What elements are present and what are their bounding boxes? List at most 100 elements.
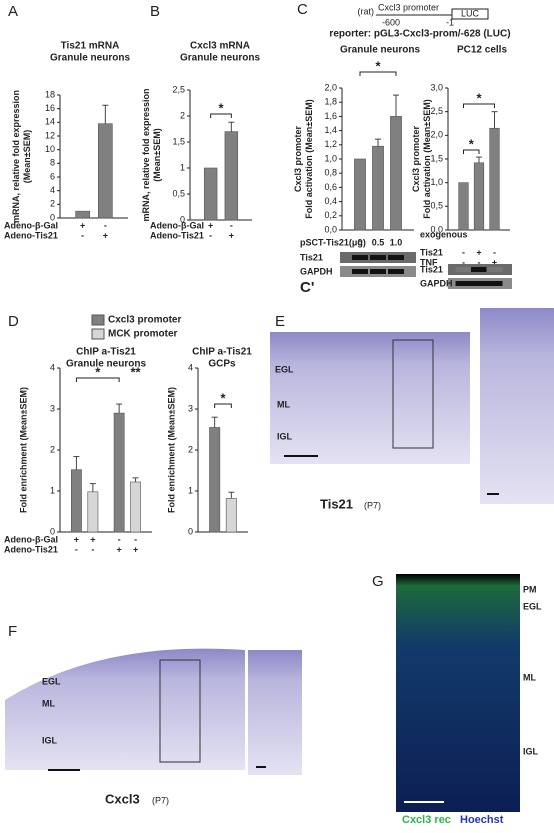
y-tick-label: 0,0: [324, 224, 337, 234]
bar: [473, 162, 485, 231]
legend-swatch: [91, 314, 105, 326]
caption: Cxcl3 rec: [402, 814, 451, 826]
y-tick-label: 1,5: [430, 153, 443, 163]
reporter-start: -600: [382, 17, 400, 27]
y-tick-label: 1,8: [324, 97, 337, 107]
chart-title: Granule neurons: [50, 53, 130, 64]
condition-sign: +: [117, 544, 122, 554]
blot-label: GAPDH: [420, 278, 453, 288]
y-tick-label: 2: [50, 444, 55, 454]
condition-sign: -: [230, 220, 233, 230]
blot-band: [455, 281, 472, 286]
layer-label: PM: [523, 584, 537, 594]
y-axis-label: mRNA, relative fold expression: [141, 88, 151, 221]
y-tick-label: 1: [188, 485, 193, 495]
y-tick-label: 18: [45, 89, 55, 99]
blot-band: [486, 267, 503, 272]
bar: [354, 158, 366, 231]
condition-label: Adeno-β-Gal: [4, 534, 58, 544]
blot-band: [370, 255, 386, 260]
y-axis-label: Fold enrichment (Mean±SEM): [166, 387, 176, 513]
bar: [75, 210, 90, 219]
y-tick-label: 0: [180, 214, 185, 224]
y-tick-label: 3,0: [430, 82, 443, 92]
layer-label: ML: [277, 399, 290, 409]
significance-bracket: [210, 113, 232, 118]
bar: [209, 427, 221, 533]
legend-swatch: [91, 328, 105, 340]
y-tick-label: 1: [50, 485, 55, 495]
condition-label: Tis21: [420, 247, 443, 257]
significance-star: *: [375, 58, 381, 73]
layer-label: EGL: [275, 364, 294, 374]
condition-sign: -: [118, 534, 121, 544]
panel-letter: C: [297, 1, 308, 18]
caption: Hoechst: [460, 814, 504, 826]
panel-letter: A: [8, 3, 18, 20]
significance-bracket: [214, 403, 232, 408]
y-tick-label: 0,5: [430, 201, 443, 211]
condition-label: Adeno-Tis21: [4, 230, 58, 240]
y-tick-label: 2,5: [430, 106, 443, 116]
micrograph-inset: [480, 308, 554, 504]
condition-sign: -: [91, 544, 94, 554]
y-axis-label: (Mean±SEM): [22, 130, 32, 183]
caption-stage: (P7): [152, 795, 169, 805]
y-tick-label: 1,4: [324, 125, 337, 135]
condition-label: Adeno-β-Gal: [150, 220, 204, 230]
y-tick-label: 6: [50, 171, 55, 181]
y-tick-label: 0,0: [430, 224, 443, 234]
y-tick-label: 8: [50, 158, 55, 168]
y-tick-label: 16: [45, 103, 55, 113]
significance-bracket: [75, 377, 120, 382]
inset-box: [159, 659, 201, 763]
condition-sign: +: [208, 220, 213, 230]
reporter-promoter: Cxcl3 promoter: [378, 2, 439, 12]
legend-label: Cxcl3 promoter: [108, 315, 181, 326]
y-tick-label: 1,6: [324, 111, 337, 121]
y-tick-label: 2: [188, 444, 193, 454]
layer-label: ML: [42, 698, 55, 708]
bar: [203, 167, 218, 221]
y-tick-label: 1,0: [430, 177, 443, 187]
chart-title: Granule neurons: [180, 53, 260, 64]
bar: [224, 131, 239, 221]
y-tick-label: 3: [50, 403, 55, 413]
blot-band: [471, 267, 487, 272]
condition-sign: -: [478, 257, 481, 267]
panel-letter: C': [300, 279, 314, 296]
panel-letter: F: [8, 623, 17, 640]
y-tick-label: 1,0: [324, 153, 337, 163]
condition-sign: -: [104, 220, 107, 230]
condition-sign: +: [133, 544, 138, 554]
condition-label: Adeno-Tis21: [150, 230, 204, 240]
bar: [489, 127, 500, 231]
condition-sign: +: [229, 230, 234, 240]
y-axis-label: Fold activation (Mean±SEM): [422, 99, 432, 218]
y-tick-label: 2: [50, 199, 55, 209]
significance-star: **: [131, 364, 142, 379]
significance-star: *: [476, 90, 482, 105]
panel-letter: G: [372, 573, 384, 590]
condition-sign: -: [462, 247, 465, 257]
condition-label: pSCT-Tis21(μg): [300, 237, 366, 247]
reporter-box: [451, 8, 489, 20]
reporter-species: (rat): [358, 6, 375, 16]
condition-sign: -: [134, 534, 137, 544]
y-tick-label: 0: [50, 526, 55, 536]
y-tick-label: 0,6: [324, 182, 337, 192]
y-tick-label: 1,2: [324, 139, 337, 149]
chart-title: Granule neurons: [340, 45, 420, 56]
blot-band: [370, 269, 386, 274]
blot-label: GAPDH: [300, 266, 333, 276]
chart-title: GCPs: [208, 359, 236, 370]
layer-label: IGL: [277, 431, 293, 441]
reporter-name: reporter: pGL3-Cxcl3-prom/-628 (LUC): [329, 29, 510, 40]
y-axis-label: (Mean±SEM): [152, 128, 162, 181]
y-tick-label: 2: [180, 110, 185, 120]
condition-sign: +: [74, 534, 79, 544]
y-tick-label: 4: [188, 362, 193, 372]
caption: Cxcl3: [105, 791, 140, 806]
legend-label: MCK promoter: [108, 329, 178, 340]
